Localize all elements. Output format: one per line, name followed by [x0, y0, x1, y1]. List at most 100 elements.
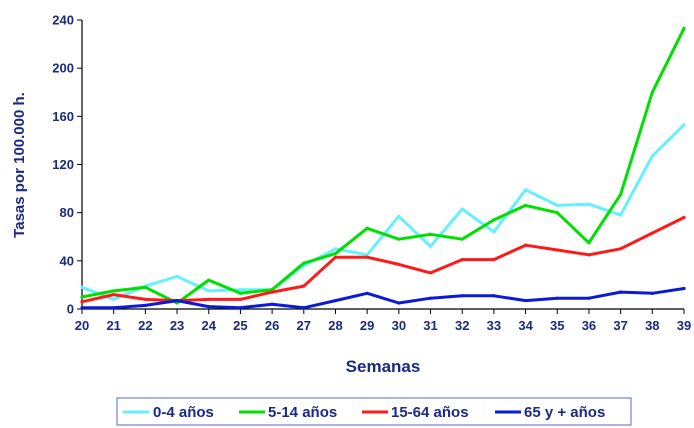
data-point — [587, 296, 591, 300]
y-axis-title: Tasas por 100.000 h. — [11, 92, 28, 238]
data-point — [143, 285, 147, 289]
x-tick-label: 29 — [360, 318, 374, 333]
data-point — [207, 278, 211, 282]
x-tick-label: 30 — [392, 318, 406, 333]
axis-ticks: 0 40 80 120 160 200 240 20 21 22 23 24 25 26 27 28 29 30 3… — [52, 13, 691, 334]
x-tick-label: 22 — [138, 318, 152, 333]
data-point — [207, 289, 211, 293]
x-tick-label: 36 — [582, 318, 596, 333]
x-axis-title: Semanas — [346, 357, 421, 376]
x-tick-label: 25 — [233, 318, 247, 333]
data-point — [112, 297, 116, 301]
data-point — [397, 214, 401, 218]
data-point — [207, 297, 211, 301]
data-point — [112, 306, 116, 310]
x-tick-label: 20 — [75, 318, 89, 333]
x-tick-label: 35 — [550, 318, 564, 333]
data-point — [619, 247, 623, 251]
x-tick-label: 32 — [455, 318, 469, 333]
data-point — [302, 306, 306, 310]
data-point — [428, 244, 433, 248]
legend-label: 5-14 años — [268, 404, 337, 421]
data-point — [492, 294, 496, 298]
x-tick-label: 24 — [202, 318, 217, 333]
x-tick-label: 27 — [297, 318, 311, 333]
data-point — [270, 302, 274, 306]
x-tick-label: 23 — [170, 318, 184, 333]
x-tick-label: 21 — [106, 318, 120, 333]
y-tick-label: 80 — [60, 205, 74, 220]
data-point — [207, 304, 211, 309]
data-point — [302, 284, 306, 288]
y-tick-label: 200 — [52, 61, 74, 76]
y-tick-label: 120 — [52, 157, 74, 172]
x-tick-label: 37 — [613, 318, 627, 333]
data-point — [555, 203, 559, 208]
x-tick-label: 34 — [518, 318, 533, 333]
data-point — [650, 154, 654, 158]
data-point — [112, 292, 116, 297]
data-point — [492, 218, 496, 222]
data-point — [80, 300, 84, 304]
data-point — [238, 297, 243, 301]
data-point — [619, 193, 623, 197]
data-point — [619, 290, 623, 294]
data-point — [175, 274, 179, 279]
data-point — [333, 255, 338, 259]
x-tick-label: 28 — [328, 318, 342, 333]
data-point — [428, 271, 433, 275]
data-point — [333, 252, 338, 256]
y-tick-label: 0 — [67, 302, 74, 317]
data-point — [555, 248, 559, 252]
data-point — [175, 298, 179, 303]
x-tick-label: 26 — [265, 318, 279, 333]
data-point — [365, 253, 369, 257]
data-point — [143, 297, 147, 301]
legend-label: 0-4 años — [153, 404, 214, 421]
series-line-2 — [80, 216, 686, 304]
data-point — [492, 230, 496, 234]
data-point — [333, 247, 338, 251]
series-line-3 — [80, 287, 686, 310]
data-point — [523, 243, 528, 247]
data-point — [80, 285, 84, 289]
data-point — [428, 296, 433, 300]
legend: 0-4 años 5-14 años 15-64 años 65 y + años — [116, 397, 632, 426]
data-point — [238, 306, 243, 310]
data-point — [682, 123, 686, 127]
axes — [81, 20, 684, 310]
series-line-0 — [80, 123, 686, 301]
data-point — [460, 294, 464, 298]
data-point — [365, 291, 369, 295]
data-point — [112, 289, 116, 293]
data-point — [365, 255, 369, 259]
data-point — [587, 202, 591, 206]
data-point — [270, 290, 274, 294]
data-point — [302, 261, 306, 265]
data-point — [682, 286, 686, 291]
y-tick-label: 40 — [60, 253, 74, 268]
data-point — [143, 303, 147, 307]
data-point — [333, 298, 338, 303]
data-point — [682, 215, 686, 220]
data-point — [555, 211, 559, 215]
legend-label: 65 y + años — [524, 404, 605, 421]
data-point — [460, 258, 464, 262]
data-point — [523, 298, 528, 303]
legend-label: 15-64 años — [391, 404, 469, 421]
data-point — [460, 237, 464, 241]
data-point — [523, 188, 528, 192]
series-lines — [80, 26, 686, 310]
data-point — [397, 237, 401, 241]
y-tick-label: 160 — [52, 109, 74, 124]
x-tick-label: 33 — [487, 318, 501, 333]
data-point — [682, 26, 686, 31]
data-point — [80, 295, 84, 299]
data-point — [587, 253, 591, 257]
data-point — [523, 203, 528, 208]
data-point — [397, 262, 401, 267]
data-point — [428, 232, 433, 236]
data-point — [650, 231, 654, 235]
data-point — [80, 306, 84, 310]
x-tick-label: 38 — [645, 318, 659, 333]
